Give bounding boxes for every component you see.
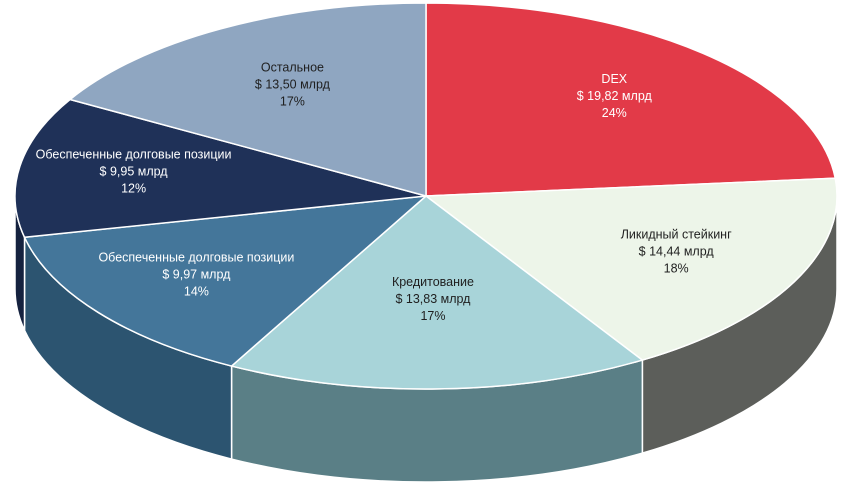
slice-name-liquid-staking: Ликидный стейкинг [621, 228, 732, 242]
slice-value-cdp-b: $ 9,95 млрд [100, 165, 169, 179]
pie-slice-dex [425, 2, 837, 197]
slice-label-liquid-staking: Ликидный стейкинг $ 14,44 млрд 18% [621, 228, 732, 276]
slice-value-liquid-staking: $ 14,44 млрд [639, 245, 715, 259]
slice-percent-other: 17% [280, 94, 305, 108]
slice-label-cdp-a: Обеспеченные долговые позиции $ 9,97 млрд… [98, 250, 294, 298]
slice-percent-dex: 24% [602, 106, 627, 120]
pie-slice-cdp-a [23, 195, 429, 367]
slice-name-cdp-a: Обеспеченные долговые позиции [98, 250, 294, 264]
slice-value-dex: $ 19,82 млрд [577, 89, 653, 103]
slice-value-lending: $ 13,83 млрд [395, 292, 471, 306]
slice-percent-liquid-staking: 18% [664, 262, 689, 276]
slice-name-other: Остальное [261, 60, 324, 74]
slice-label-dex: DEX $ 19,82 млрд 24% [577, 72, 653, 120]
pie-slice-cdp-b [14, 98, 427, 239]
slice-value-other: $ 13,50 млрд [255, 77, 331, 91]
pie-slice-lending [229, 195, 645, 390]
slice-percent-cdp-a: 14% [184, 284, 209, 298]
slice-label-cdp-b: Обеспеченные долговые позиции $ 9,95 млрд… [36, 148, 232, 196]
slice-name-lending: Кредитование [392, 275, 474, 289]
slice-name-dex: DEX [601, 72, 627, 86]
slice-label-lending: Кредитование $ 13,83 млрд 17% [392, 275, 474, 323]
slice-label-other: Остальное $ 13,50 млрд 17% [255, 60, 331, 108]
pie-slice-other [68, 2, 427, 197]
slice-percent-cdp-b: 12% [121, 182, 146, 196]
pie-slice-liquid-staking [423, 177, 838, 361]
pie-top-layer [14, 2, 838, 390]
slice-name-cdp-b: Обеспеченные долговые позиции [36, 148, 232, 162]
slice-value-cdp-a: $ 9,97 млрд [162, 267, 231, 281]
slice-percent-lending: 17% [420, 309, 445, 323]
pie-label-layer: DEX $ 19,82 млрд 24% Ликидный стейкинг $ 14,… [36, 60, 732, 323]
